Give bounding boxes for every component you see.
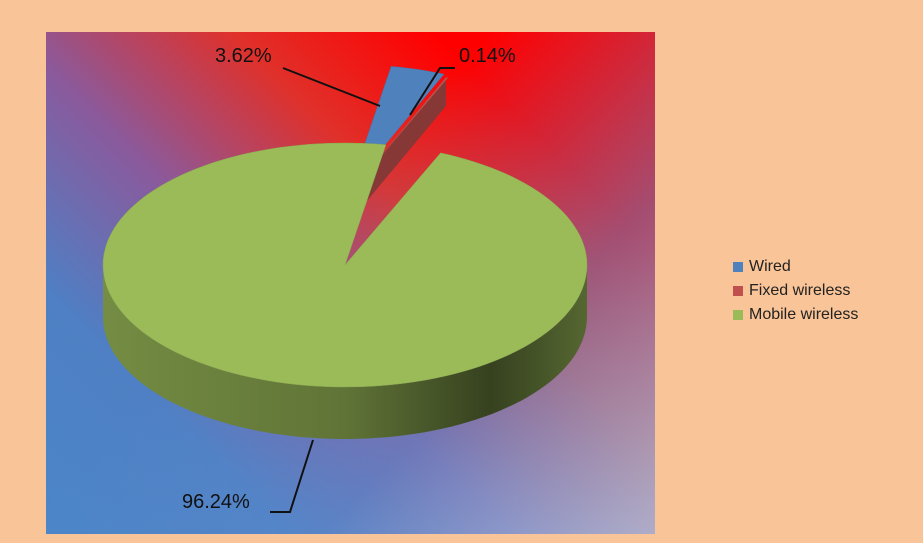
legend: Wired Fixed wireless Mobile wireless <box>733 255 858 327</box>
legend-swatch <box>733 310 743 320</box>
legend-item-fixed-wireless: Fixed wireless <box>733 279 858 303</box>
legend-label: Fixed wireless <box>749 282 851 299</box>
data-label-wired: 3.62% <box>215 45 272 67</box>
legend-swatch <box>733 262 743 272</box>
leader-line-wired <box>282 67 381 107</box>
pie-cut-fixed-wireless <box>352 77 446 219</box>
pie-slice-mobile-wireless <box>102 142 588 388</box>
legend-swatch <box>733 286 743 296</box>
data-label-fixed-wireless: 0.14% <box>459 45 516 67</box>
leader-line-fixed-wireless <box>409 67 455 116</box>
legend-label: Mobile wireless <box>749 306 859 323</box>
pie-wall-mobile-wireless <box>103 265 587 439</box>
legend-label: Wired <box>749 258 791 275</box>
data-label-mobile-wireless: 96.24% <box>182 491 250 513</box>
legend-item-wired: Wired <box>733 255 858 279</box>
legend-item-mobile-wireless: Mobile wireless <box>733 303 858 327</box>
leader-line-mobile-wireless <box>270 439 314 513</box>
